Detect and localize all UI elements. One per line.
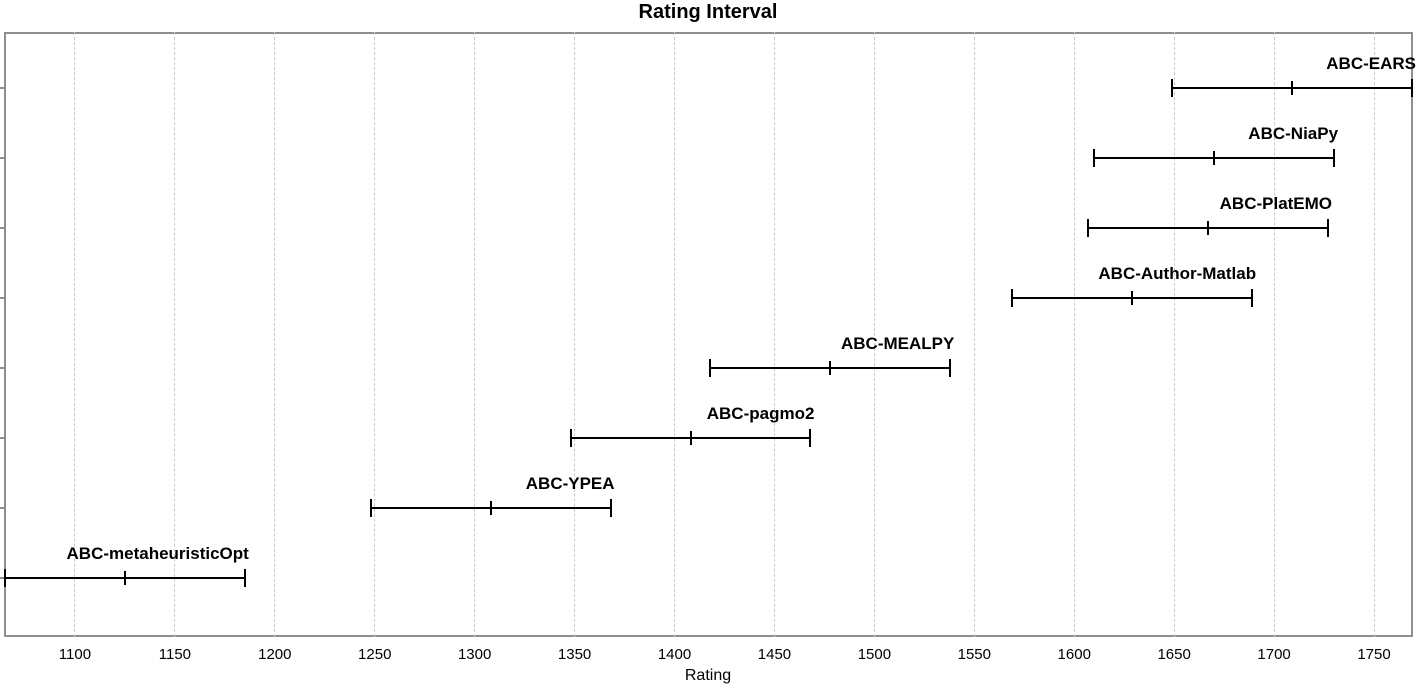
- error-bar-center-tick: [1207, 221, 1210, 235]
- gridline: [574, 32, 576, 637]
- gridline: [274, 32, 276, 637]
- series-label: ABC-PlatEMO: [1219, 194, 1333, 213]
- y-tick: [0, 87, 4, 89]
- error-bar-cap-right: [1327, 219, 1330, 237]
- error-bar-cap-right: [1411, 79, 1413, 97]
- gridline: [873, 32, 875, 637]
- series-label: ABC-YPEA: [525, 474, 615, 493]
- error-bar-cap-right: [1333, 149, 1336, 167]
- x-tick-label: 1300: [457, 646, 492, 663]
- x-tick-label: 1600: [1057, 646, 1091, 663]
- error-bar-cap-right: [609, 499, 612, 517]
- error-bar-center-tick: [1213, 151, 1216, 165]
- x-tick-label: 1200: [258, 646, 292, 663]
- y-tick: [0, 157, 4, 159]
- error-bar-center-tick: [1291, 81, 1294, 95]
- error-bar-center-tick: [689, 431, 692, 445]
- x-axis-label: Rating: [684, 667, 732, 684]
- x-tick-label: 1350: [557, 646, 592, 663]
- y-tick: [0, 297, 4, 299]
- error-bar-cap-left: [1087, 219, 1090, 237]
- error-bar-cap-left: [4, 569, 6, 587]
- gridline: [1073, 32, 1075, 637]
- gridline: [74, 32, 76, 637]
- error-bar-cap-right: [949, 359, 952, 377]
- error-bar-cap-left: [569, 429, 572, 447]
- error-bar-cap-right: [243, 569, 246, 587]
- gridline: [1173, 32, 1175, 637]
- error-bar-cap-left: [709, 359, 712, 377]
- error-bar-cap-right: [809, 429, 812, 447]
- error-bar-cap-left: [1011, 289, 1014, 307]
- error-bar-center-tick: [489, 501, 492, 515]
- x-tick-label: 1700: [1257, 646, 1291, 663]
- gridline: [474, 32, 476, 637]
- x-tick-label: 1650: [1157, 646, 1191, 663]
- gridline: [773, 32, 775, 637]
- x-tick-label: 1150: [158, 646, 192, 663]
- error-bar-center-tick: [1131, 291, 1134, 305]
- y-tick: [0, 577, 4, 579]
- error-bar-center-tick: [123, 571, 126, 585]
- x-tick-label: 1400: [657, 646, 692, 663]
- y-tick: [0, 437, 4, 439]
- x-tick-label: 1500: [857, 646, 892, 663]
- error-bar-center-tick: [829, 361, 832, 375]
- series-label: ABC-Author-Matlab: [1098, 264, 1257, 283]
- gridline: [973, 32, 975, 637]
- gridline: [1373, 32, 1375, 637]
- series-label: ABC-metaheuristicOpt: [66, 544, 249, 563]
- gridline: [674, 32, 676, 637]
- series-label: ABC-EARS: [1326, 54, 1416, 73]
- x-tick-label: 1450: [757, 646, 792, 663]
- error-bar-cap-left: [1171, 79, 1174, 97]
- chart-title: Rating Interval: [638, 1, 778, 23]
- error-bar-cap-left: [1093, 149, 1096, 167]
- series-label: ABC-MEALPY: [840, 334, 955, 353]
- x-tick-label: 1250: [358, 646, 392, 663]
- x-tick-label: 1750: [1357, 646, 1391, 663]
- series-label: ABC-NiaPy: [1248, 124, 1339, 143]
- plot-area: ABC-EARS ABC-NiaPy ABC-PlatEMO ABC-Author-M…: [4, 32, 1416, 637]
- x-tick-label: 1100: [58, 646, 92, 663]
- y-tick: [0, 507, 4, 509]
- gridline: [174, 32, 176, 637]
- error-bar-cap-left: [369, 499, 372, 517]
- error-bar-cap-right: [1251, 289, 1254, 307]
- y-tick: [0, 227, 4, 229]
- x-tick-label: 1550: [957, 646, 991, 663]
- series-label: ABC-pagmo2: [706, 404, 815, 423]
- gridline: [374, 32, 376, 637]
- gridline: [1273, 32, 1275, 637]
- y-tick: [0, 367, 4, 369]
